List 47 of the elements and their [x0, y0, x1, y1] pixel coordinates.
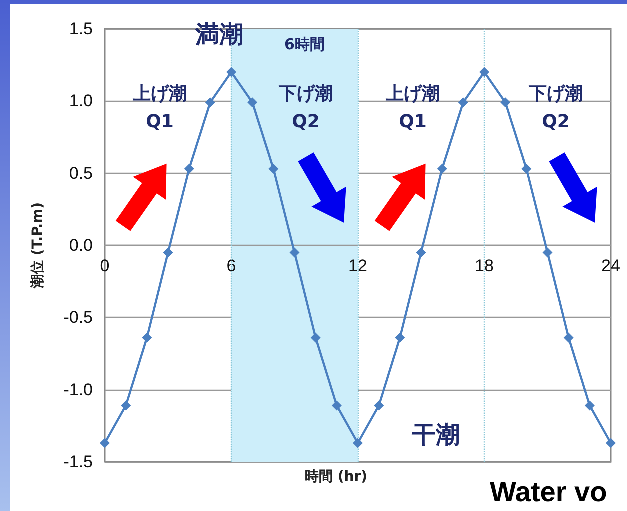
- x-tick-label: 6: [226, 256, 236, 276]
- point: [584, 400, 595, 411]
- point: [121, 400, 132, 411]
- text: Water vo: [490, 476, 608, 508]
- annotation: 満潮: [194, 20, 244, 48]
- point: [248, 98, 258, 108]
- y-tick-label: 0.0: [69, 236, 93, 255]
- point: [437, 164, 448, 174]
- point: [290, 248, 300, 258]
- point: [395, 332, 406, 343]
- annotation: 上げ潮 Q1: [132, 84, 187, 132]
- point: [332, 400, 342, 411]
- x-tick-label: 12: [348, 256, 368, 276]
- point: [564, 332, 574, 343]
- point: [100, 438, 110, 448]
- x-tick-label: 0: [100, 256, 110, 276]
- point: [480, 67, 490, 78]
- y-axis-title: 潮位 (T.P.m): [30, 202, 46, 290]
- annotation: 下げ潮 Q2: [278, 84, 333, 132]
- x-axis-title: 時間 (hr): [305, 469, 368, 485]
- point: [606, 438, 616, 448]
- annotation: 下げ潮 Q2: [528, 84, 583, 132]
- y-tick-label: -0.5: [64, 308, 93, 328]
- point: [142, 332, 152, 343]
- point: [268, 164, 279, 174]
- y-tick-label: -1.0: [64, 380, 93, 400]
- annotation: 干潮: [411, 421, 460, 450]
- point: [184, 164, 194, 174]
- x-tick-label: 24: [602, 256, 620, 276]
- point: [522, 164, 532, 174]
- point: [374, 400, 384, 411]
- y-tick-label: 0.5: [69, 164, 93, 183]
- point: [500, 98, 511, 108]
- point: [416, 248, 426, 258]
- y-tick-label: 1.5: [69, 20, 93, 38]
- point: [353, 438, 363, 448]
- point: [163, 248, 174, 258]
- band-label: 6時間: [284, 36, 325, 54]
- annotation: 上げ潮 Q1: [385, 84, 440, 132]
- point: [226, 67, 236, 78]
- y-tick-label: -1.5: [64, 452, 93, 472]
- y-tick-label: 1.0: [69, 92, 93, 111]
- point: [542, 248, 553, 258]
- point: [205, 98, 216, 108]
- point: [310, 332, 321, 343]
- point: [458, 98, 468, 108]
- x-tick-label: 18: [475, 256, 494, 276]
